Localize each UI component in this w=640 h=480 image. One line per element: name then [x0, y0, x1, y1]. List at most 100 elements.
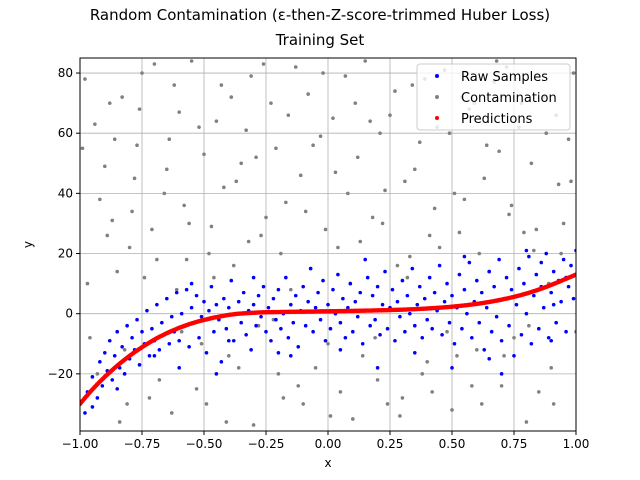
raw-sample-point: [209, 284, 214, 289]
contamination-point: [115, 269, 119, 274]
raw-sample-point: [425, 317, 430, 322]
contamination-point: [251, 423, 256, 427]
contamination-point: [110, 218, 115, 223]
raw-sample-point: [100, 384, 105, 388]
contamination-point: [343, 74, 348, 78]
raw-sample-point: [524, 248, 529, 253]
raw-sample-point: [194, 293, 199, 298]
raw-sample-point: [137, 363, 142, 367]
raw-sample-point: [549, 338, 553, 343]
raw-sample-point: [566, 284, 571, 289]
raw-sample-point: [541, 305, 546, 310]
raw-sample-point: [222, 296, 226, 301]
contamination-point: [179, 329, 184, 334]
contamination-point: [93, 122, 97, 126]
contamination-point: [80, 146, 85, 151]
y-tick-label: 40: [58, 186, 73, 200]
contamination-point: [256, 323, 261, 328]
contamination-point: [197, 125, 201, 129]
raw-sample-point: [241, 290, 246, 295]
contamination-point: [477, 251, 482, 256]
raw-sample-point: [351, 329, 355, 334]
contamination-point: [209, 224, 214, 229]
raw-sample-point: [422, 296, 427, 301]
raw-sample-point: [522, 281, 526, 286]
raw-sample-point: [559, 299, 563, 304]
contamination-point: [559, 251, 563, 256]
raw-sample-point: [202, 299, 206, 304]
raw-sample-point: [174, 290, 179, 295]
raw-sample-point: [479, 290, 484, 295]
contamination-point: [524, 420, 529, 424]
raw-sample-point: [494, 314, 499, 319]
raw-sample-point: [204, 350, 209, 355]
raw-sample-point: [569, 263, 573, 268]
contamination-point: [306, 92, 310, 96]
contamination-point: [313, 366, 318, 370]
contamination-point: [184, 257, 189, 262]
y-tick-label: 80: [58, 66, 73, 80]
contamination-point: [534, 227, 539, 232]
contamination-point: [494, 59, 499, 63]
contamination-point: [137, 107, 142, 111]
contamination-point: [403, 179, 407, 184]
raw-sample-point: [395, 299, 400, 304]
raw-sample-point: [373, 317, 377, 322]
contamination-point: [279, 251, 283, 256]
raw-sample-point: [450, 293, 454, 298]
raw-sample-point: [457, 272, 462, 277]
raw-sample-point: [214, 372, 219, 376]
contamination-point: [227, 353, 231, 358]
raw-sample-point: [484, 305, 489, 310]
raw-sample-point: [311, 329, 315, 334]
contamination-point: [370, 215, 375, 220]
contamination-point: [383, 188, 387, 193]
raw-sample-point: [355, 314, 360, 319]
contamination-point: [400, 396, 405, 400]
raw-sample-point: [487, 269, 492, 274]
raw-sample-point: [539, 260, 544, 265]
raw-sample-point: [509, 287, 514, 292]
contamination-point: [499, 384, 504, 388]
raw-sample-point: [363, 257, 368, 262]
contamination-point: [430, 390, 434, 394]
contamination-point: [556, 182, 561, 187]
raw-sample-point: [303, 323, 308, 328]
contamination-point: [83, 77, 87, 81]
raw-sample-point: [214, 302, 219, 307]
raw-sample-point: [120, 344, 124, 349]
raw-sample-point: [477, 320, 482, 325]
contamination-point: [427, 233, 432, 238]
raw-sample-point: [130, 335, 134, 340]
legend-marker-contamination: [435, 95, 439, 99]
contamination-point: [405, 275, 410, 280]
raw-sample-points-layer: [83, 248, 576, 415]
raw-sample-point: [564, 329, 568, 334]
raw-sample-point: [437, 263, 442, 268]
raw-sample-point: [489, 329, 494, 334]
raw-sample-point: [534, 272, 539, 277]
raw-sample-point: [291, 320, 296, 325]
raw-sample-point: [271, 296, 276, 301]
raw-sample-point: [326, 302, 330, 307]
contamination-point: [224, 420, 229, 424]
contamination-point: [360, 353, 365, 358]
raw-sample-point: [107, 338, 112, 343]
raw-sample-point: [289, 353, 293, 358]
contamination-point: [254, 155, 258, 160]
x-tick-label: −0.75: [124, 437, 161, 451]
raw-sample-point: [157, 347, 162, 352]
contamination-point: [177, 110, 181, 114]
contamination-point: [484, 143, 489, 148]
contamination-point: [236, 366, 241, 370]
contamination-point: [174, 287, 179, 292]
raw-sample-point: [413, 323, 417, 328]
raw-sample-point: [452, 341, 457, 346]
raw-sample-point: [308, 266, 313, 271]
raw-sample-point: [160, 320, 164, 325]
raw-sample-point: [551, 302, 556, 307]
contamination-point: [162, 191, 167, 196]
contamination-point: [358, 239, 363, 244]
raw-sample-point: [286, 335, 291, 340]
contamination-point: [88, 335, 92, 340]
